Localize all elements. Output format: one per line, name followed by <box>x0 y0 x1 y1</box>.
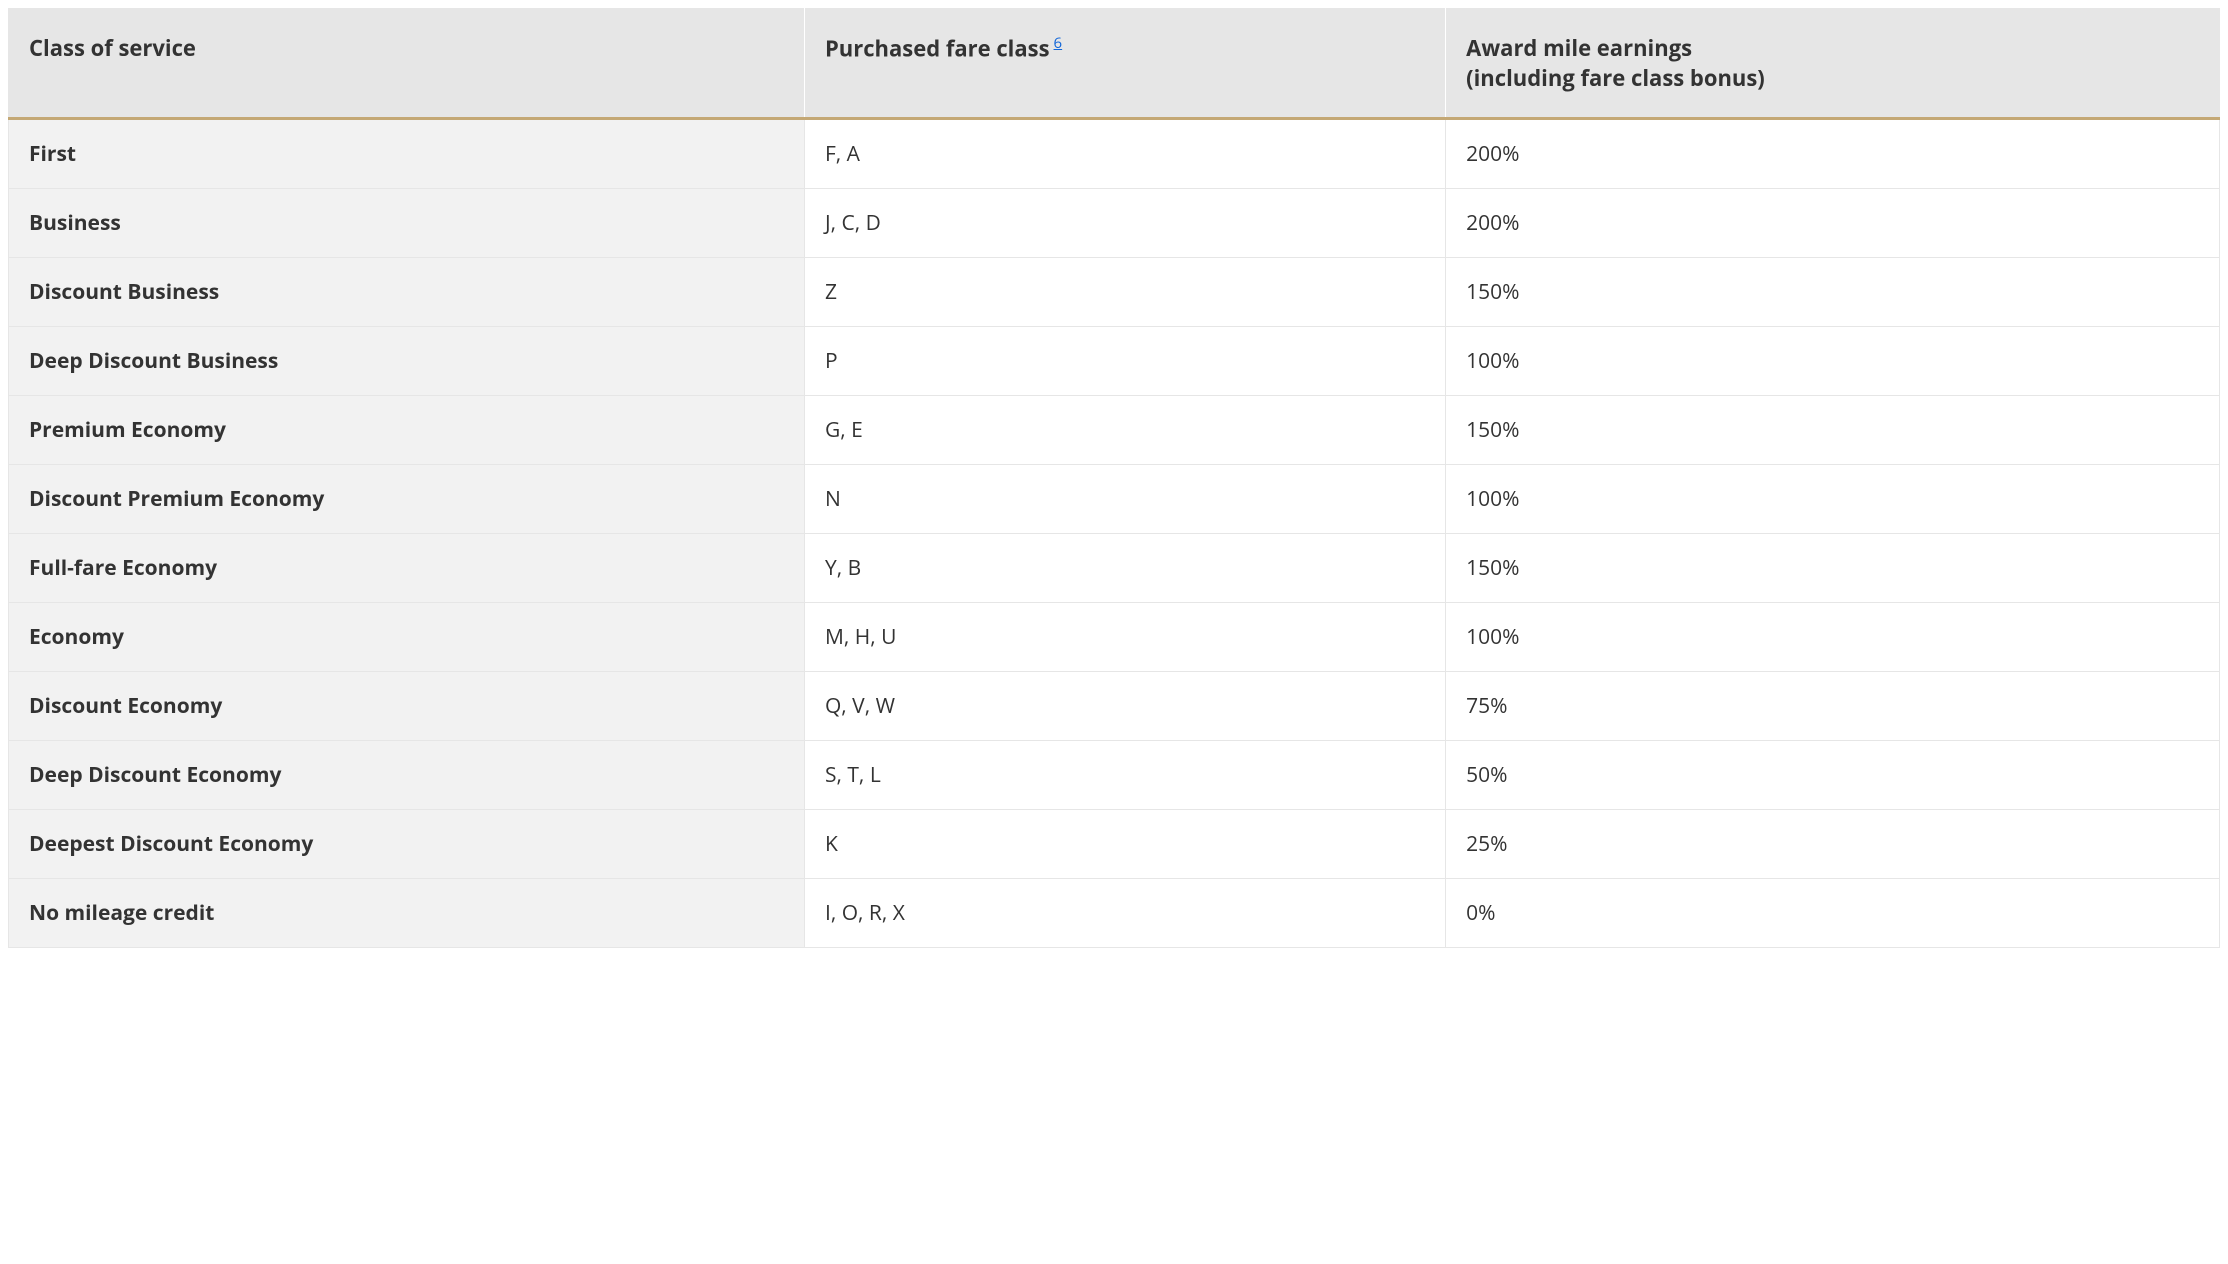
table-row: First F, A 200% <box>9 119 2220 189</box>
cell-award-earnings: 0% <box>1446 879 2220 948</box>
header-class-of-service: Class of service <box>9 9 805 119</box>
fare-class-table-container: Class of service Purchased fare class6 A… <box>8 8 2220 948</box>
cell-award-earnings: 50% <box>1446 741 2220 810</box>
cell-fare-class: S, T, L <box>804 741 1445 810</box>
cell-class-of-service: First <box>9 119 805 189</box>
cell-award-earnings: 75% <box>1446 672 2220 741</box>
table-row: Discount Economy Q, V, W 75% <box>9 672 2220 741</box>
cell-fare-class: K <box>804 810 1445 879</box>
cell-fare-class: Z <box>804 258 1445 327</box>
cell-fare-class: Q, V, W <box>804 672 1445 741</box>
cell-class-of-service: Full-fare Economy <box>9 534 805 603</box>
cell-award-earnings: 100% <box>1446 603 2220 672</box>
table-row: Deep Discount Economy S, T, L 50% <box>9 741 2220 810</box>
header-label-line2: (including fare class bonus) <box>1466 63 2199 93</box>
cell-fare-class: N <box>804 465 1445 534</box>
table-row: Discount Premium Economy N 100% <box>9 465 2220 534</box>
cell-fare-class: I, O, R, X <box>804 879 1445 948</box>
footnote-link-6[interactable]: 6 <box>1054 33 1063 53</box>
cell-class-of-service: Deep Discount Economy <box>9 741 805 810</box>
header-purchased-fare-class: Purchased fare class6 <box>804 9 1445 119</box>
cell-class-of-service: Deepest Discount Economy <box>9 810 805 879</box>
cell-class-of-service: Deep Discount Business <box>9 327 805 396</box>
table-row: Business J, C, D 200% <box>9 189 2220 258</box>
cell-award-earnings: 150% <box>1446 534 2220 603</box>
table-row: Economy M, H, U 100% <box>9 603 2220 672</box>
cell-class-of-service: Premium Economy <box>9 396 805 465</box>
cell-fare-class: J, C, D <box>804 189 1445 258</box>
cell-award-earnings: 100% <box>1446 327 2220 396</box>
header-label: Purchased fare class <box>825 33 1050 63</box>
table-row: Deep Discount Business P 100% <box>9 327 2220 396</box>
header-label-line1: Award mile earnings <box>1466 33 2199 63</box>
cell-award-earnings: 100% <box>1446 465 2220 534</box>
table-body: First F, A 200% Business J, C, D 200% Di… <box>9 119 2220 948</box>
cell-award-earnings: 150% <box>1446 396 2220 465</box>
header-award-mile-earnings: Award mile earnings (including fare clas… <box>1446 9 2220 119</box>
cell-class-of-service: Discount Business <box>9 258 805 327</box>
table-row: No mileage credit I, O, R, X 0% <box>9 879 2220 948</box>
table-header-row: Class of service Purchased fare class6 A… <box>9 9 2220 119</box>
cell-class-of-service: Discount Economy <box>9 672 805 741</box>
header-label: Class of service <box>29 33 196 63</box>
cell-fare-class: G, E <box>804 396 1445 465</box>
cell-class-of-service: No mileage credit <box>9 879 805 948</box>
cell-fare-class: Y, B <box>804 534 1445 603</box>
cell-award-earnings: 200% <box>1446 119 2220 189</box>
cell-award-earnings: 200% <box>1446 189 2220 258</box>
cell-award-earnings: 25% <box>1446 810 2220 879</box>
table-row: Discount Business Z 150% <box>9 258 2220 327</box>
fare-class-table: Class of service Purchased fare class6 A… <box>8 8 2220 948</box>
cell-class-of-service: Economy <box>9 603 805 672</box>
cell-class-of-service: Business <box>9 189 805 258</box>
cell-fare-class: F, A <box>804 119 1445 189</box>
table-row: Full-fare Economy Y, B 150% <box>9 534 2220 603</box>
cell-fare-class: P <box>804 327 1445 396</box>
table-row: Premium Economy G, E 150% <box>9 396 2220 465</box>
cell-fare-class: M, H, U <box>804 603 1445 672</box>
cell-award-earnings: 150% <box>1446 258 2220 327</box>
cell-class-of-service: Discount Premium Economy <box>9 465 805 534</box>
table-row: Deepest Discount Economy K 25% <box>9 810 2220 879</box>
